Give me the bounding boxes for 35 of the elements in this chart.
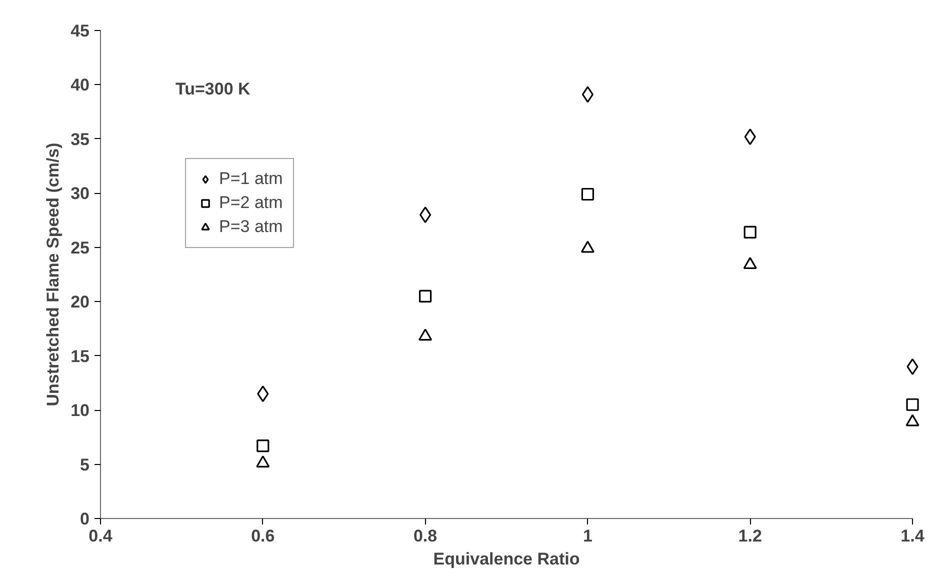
point bbox=[906, 358, 918, 375]
y-tick-label: 30 bbox=[70, 184, 90, 204]
point bbox=[256, 440, 270, 452]
y-tick-label: 35 bbox=[70, 130, 90, 149]
point bbox=[906, 398, 919, 411]
y-tick-label: 20 bbox=[70, 292, 90, 312]
point bbox=[906, 414, 920, 426]
y-tick-label: 0 bbox=[80, 510, 90, 528]
point bbox=[420, 206, 432, 224]
point bbox=[418, 328, 432, 341]
x-tick-label: 0.8 bbox=[413, 526, 438, 546]
point bbox=[419, 290, 432, 302]
y-tick-label: 45 bbox=[70, 22, 90, 40]
legend-label: P=3 atm bbox=[219, 217, 283, 237]
x-axis-title: Equivalence Ratio bbox=[433, 550, 580, 568]
x-tick-label: 1.4 bbox=[900, 526, 925, 546]
legend-label: P=2 atm bbox=[219, 193, 283, 213]
point bbox=[744, 226, 756, 239]
y-tick-label: 25 bbox=[70, 238, 90, 258]
x-tick-label: 0.6 bbox=[251, 526, 275, 546]
legend-label: P=1 atm bbox=[219, 169, 283, 189]
point bbox=[582, 86, 594, 103]
y-tick-label: 15 bbox=[70, 346, 90, 366]
point bbox=[743, 257, 757, 270]
x-tick-label: 1 bbox=[582, 526, 592, 546]
x-tick-label: 0.4 bbox=[88, 526, 113, 546]
y-tick-label: 10 bbox=[70, 401, 90, 420]
y-tick-label: 40 bbox=[70, 76, 90, 95]
point bbox=[256, 455, 270, 468]
y-tick-label: 5 bbox=[80, 455, 90, 474]
point bbox=[581, 188, 594, 201]
y-axis-title: Unstretched Flame Speed (cm/s) bbox=[44, 142, 63, 406]
x-tick-label: 1.2 bbox=[738, 526, 762, 546]
point bbox=[580, 240, 594, 253]
annotation: Tu=300 K bbox=[176, 80, 252, 98]
